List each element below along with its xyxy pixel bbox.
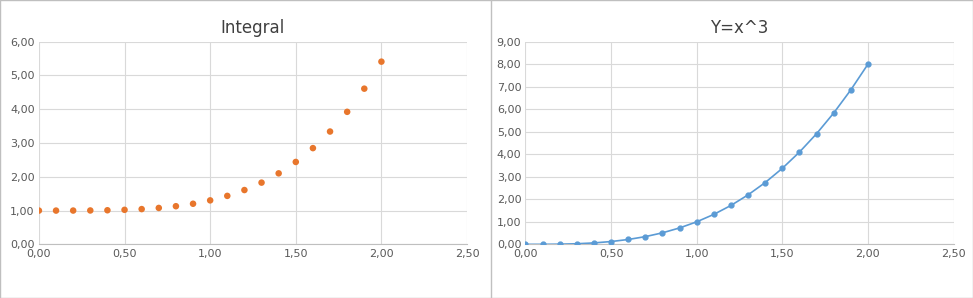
Y =x^3 [657, 231, 668, 235]
Integral [31, 208, 47, 213]
Y =x^3 [776, 167, 788, 170]
Legend: Y =x^3: Y =x^3 [704, 294, 775, 298]
Y =x^3 [537, 243, 549, 246]
Y =x^3 [708, 212, 720, 216]
Y =x^3 [673, 226, 685, 230]
Integral [185, 201, 200, 206]
Integral [236, 188, 252, 193]
Integral [83, 208, 98, 213]
Legend: Integral: Integral [222, 294, 284, 298]
Integral [270, 171, 286, 176]
Integral [340, 109, 355, 114]
Integral [168, 204, 184, 209]
Integral [151, 206, 166, 210]
Y =x^3 [571, 242, 583, 246]
Y =x^3 [862, 63, 874, 66]
Y =x^3 [845, 88, 856, 92]
Title: Integral: Integral [221, 19, 285, 37]
Integral [202, 198, 218, 203]
Y =x^3 [828, 111, 840, 115]
Y =x^3 [623, 238, 634, 241]
Y =x^3 [742, 193, 754, 197]
Integral [322, 129, 338, 134]
Y =x^3 [588, 241, 599, 245]
Integral [306, 146, 321, 150]
Y =x^3 [605, 240, 617, 243]
Integral [65, 208, 81, 213]
Y =x^3 [759, 181, 771, 184]
Y =x^3 [794, 150, 806, 154]
Integral [288, 159, 304, 164]
Y =x^3 [811, 132, 822, 136]
Integral [117, 207, 132, 212]
Y =x^3 [554, 242, 565, 246]
Title: Y=x^3: Y=x^3 [710, 19, 769, 37]
Y =x^3 [691, 220, 703, 224]
Integral [254, 180, 270, 185]
Integral [220, 193, 235, 198]
Y =x^3 [520, 243, 531, 246]
Integral [134, 207, 150, 212]
Integral [49, 208, 64, 213]
Line: Y =x^3: Y =x^3 [523, 62, 870, 247]
Y =x^3 [725, 204, 737, 207]
Integral [356, 86, 372, 91]
Integral [374, 59, 389, 64]
Y =x^3 [639, 235, 651, 238]
Integral [99, 208, 115, 213]
